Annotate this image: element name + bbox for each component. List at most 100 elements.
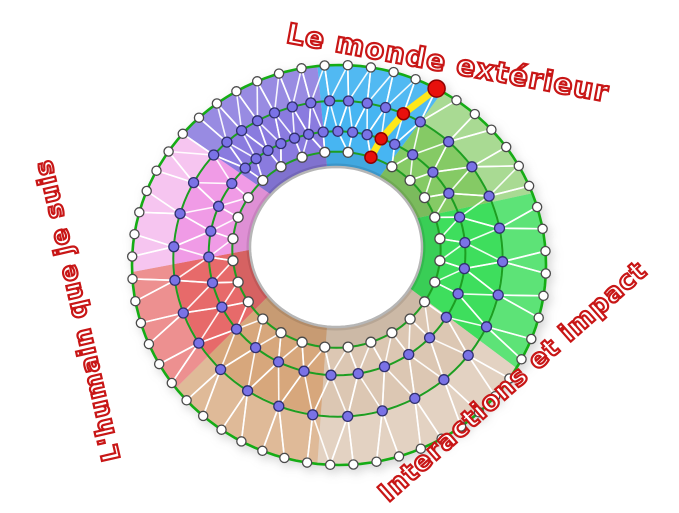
- mesh-node-outer: [451, 95, 462, 106]
- mesh-node-inner: [342, 341, 354, 353]
- mesh-node-inner: [434, 233, 446, 245]
- mesh-edge: [467, 354, 496, 397]
- mesh-edge: [198, 306, 223, 344]
- mesh-edge: [346, 373, 360, 417]
- mesh-node-outer: [236, 436, 247, 447]
- mesh-edge: [357, 373, 383, 412]
- mesh-edge: [394, 121, 421, 145]
- mesh-edge: [139, 211, 181, 215]
- mesh-edge: [182, 282, 214, 314]
- mesh-node-ring3: [212, 200, 225, 212]
- sector-band-interactions-green: [478, 193, 546, 368]
- mesh-node-inner: [232, 211, 244, 223]
- sector-band-impact-tan-dark: [175, 355, 321, 464]
- mesh-node-outer: [348, 459, 359, 470]
- mesh-node-outer: [141, 185, 152, 197]
- mesh-node-outer: [273, 68, 285, 79]
- mesh-edge: [457, 293, 488, 328]
- mesh-edge: [291, 68, 303, 108]
- mesh-edge: [235, 91, 243, 131]
- mesh-node-outer: [153, 358, 165, 370]
- mesh-node-ring3: [288, 132, 301, 144]
- mesh-node-ring3: [423, 332, 436, 344]
- mesh-node-ring3: [249, 341, 262, 354]
- mesh-edge: [347, 66, 372, 102]
- mesh-node-inner: [418, 191, 431, 204]
- mesh-edge: [448, 128, 492, 143]
- mesh-node-ring2: [221, 136, 233, 148]
- mesh-node-ring2: [379, 101, 392, 114]
- mesh-edge: [486, 325, 532, 340]
- mesh-node-outer: [365, 62, 377, 73]
- mesh-edge: [168, 150, 214, 156]
- mesh-node-ring3: [203, 251, 215, 263]
- mesh-node-inner: [404, 174, 416, 187]
- mesh-node-outer: [181, 395, 192, 406]
- mesh-node-outer: [540, 268, 552, 279]
- mesh-node-ring2: [214, 363, 227, 376]
- mesh-edge: [448, 166, 473, 194]
- mesh-node-outer: [516, 354, 527, 365]
- mesh-edge: [385, 78, 417, 109]
- mesh-node-ring3: [403, 348, 415, 361]
- mesh-node-outer: [473, 407, 485, 418]
- mesh-edge: [220, 390, 249, 431]
- mesh-edge: [414, 398, 422, 449]
- mesh-node-ring2: [342, 410, 354, 423]
- mesh-node-ring3: [346, 126, 359, 138]
- mesh-node-ring2: [193, 337, 205, 349]
- mesh-edge: [458, 293, 499, 296]
- mesh-edge: [247, 361, 280, 392]
- mesh-edge: [384, 71, 395, 108]
- mesh-node-outer: [371, 456, 382, 467]
- mesh-edge: [235, 90, 259, 122]
- mesh-edge: [414, 397, 443, 440]
- mesh-node-ring2: [305, 97, 317, 109]
- mesh-node-outer: [216, 424, 227, 435]
- mesh-node-outer: [251, 76, 263, 87]
- mesh-node-inner: [386, 161, 398, 173]
- mesh-node-outer: [526, 333, 537, 345]
- mesh-edge: [499, 206, 538, 229]
- mesh-edge: [273, 73, 280, 113]
- mesh-node-ring3: [459, 236, 471, 249]
- mesh-node-inner: [275, 161, 287, 173]
- mesh-node-inner: [365, 336, 377, 348]
- mesh-node-inner: [434, 255, 446, 267]
- mesh-edge: [174, 256, 210, 281]
- mesh-node-outer: [134, 207, 145, 218]
- mesh-edge: [146, 190, 181, 215]
- mesh-node-ring2: [286, 101, 298, 113]
- mesh-edge: [419, 99, 457, 123]
- mesh-node-ring3: [317, 126, 329, 138]
- mesh-node-outer: [143, 338, 155, 350]
- mesh-edge: [497, 294, 540, 319]
- mesh-edge: [330, 374, 349, 417]
- mesh-node-outer: [342, 59, 354, 71]
- mesh-edge: [366, 67, 372, 104]
- mesh-node-ring2: [273, 400, 285, 412]
- mesh-node-inner: [319, 146, 331, 158]
- mesh-node-ring2: [241, 385, 254, 397]
- mesh-node-outer: [193, 112, 205, 123]
- mesh-edge: [446, 316, 487, 328]
- mesh-node-outer: [130, 295, 141, 307]
- mesh-node-ring2: [208, 149, 220, 161]
- mesh-edge: [366, 71, 395, 104]
- mesh-node-inner: [342, 146, 354, 158]
- mesh-node-outer: [486, 124, 497, 135]
- mesh-node-ring2: [376, 405, 388, 417]
- mesh-node-ring2: [235, 124, 248, 137]
- mesh-edge: [135, 279, 176, 302]
- mesh-node-ring3: [458, 262, 471, 275]
- highlight-dot-ring3: [374, 132, 388, 146]
- mesh-edge: [485, 326, 523, 360]
- mesh-node-ring2: [177, 307, 189, 319]
- mesh-node-inner: [296, 336, 308, 348]
- mesh-edge: [407, 318, 411, 355]
- mesh-edge: [278, 370, 305, 407]
- mesh-node-outer: [533, 312, 544, 323]
- mesh-node-outer: [197, 410, 209, 422]
- mesh-node-outer: [538, 290, 549, 302]
